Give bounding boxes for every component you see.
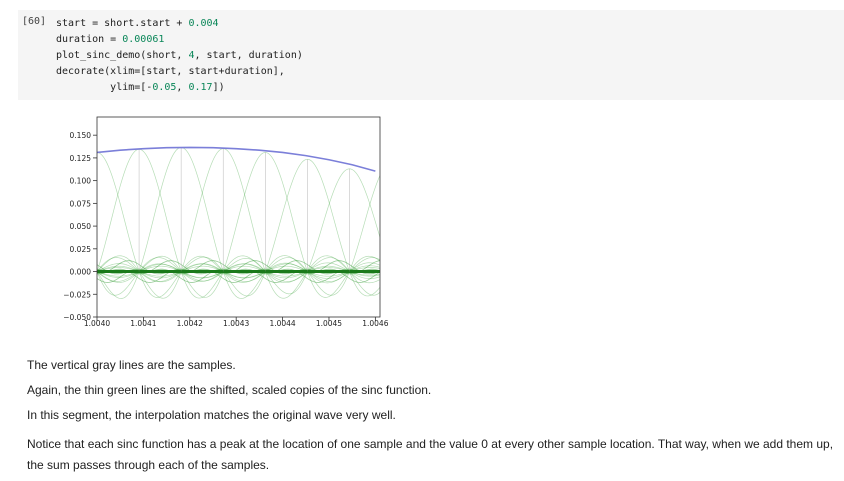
code-token: decorate(xlim=[start, start+duration], — [56, 66, 285, 77]
code-line: decorate(xlim=[start, start+duration], — [56, 64, 303, 80]
paragraph-sinc-copies: Again, the thin green lines are the shif… — [27, 383, 432, 397]
paragraph-samples: The vertical gray lines are the samples. — [27, 358, 236, 372]
y-tick-label: 0.100 — [70, 177, 92, 186]
sinc-copy-line — [97, 148, 380, 299]
x-tick-label: 1.0042 — [177, 319, 203, 328]
code-line: start = short.start + 0.004 — [56, 16, 303, 32]
paragraph-interpolation: In this segment, the interpolation match… — [27, 408, 396, 422]
plot-frame — [96, 116, 381, 318]
code-token: ]) — [212, 82, 225, 93]
x-tick-label: 1.0044 — [269, 319, 295, 328]
sinc-copy-line — [97, 257, 380, 296]
code-token: start = short.start + — [56, 18, 189, 29]
code-token: plot_sinc_demo(short, — [56, 50, 189, 61]
y-tick-label: 0.050 — [70, 222, 92, 231]
code-line: plot_sinc_demo(short, 4, start, duration… — [56, 48, 303, 64]
code-token: , — [176, 82, 189, 93]
sinc-copy-line — [97, 257, 380, 282]
code-text[interactable]: start = short.start + 0.004 duration = 0.… — [56, 16, 303, 96]
sinc-copy-line — [97, 152, 380, 298]
code-token: ylim=[- — [56, 82, 153, 93]
y-tick-label: 0.025 — [70, 245, 92, 254]
code-number-literal: 0.00061 — [122, 34, 165, 45]
interpolated-curve — [97, 146, 376, 172]
y-tick-label: 0.125 — [70, 154, 92, 163]
code-cell[interactable]: [60] start = short.start + 0.004 duration… — [0, 0, 844, 100]
sinc-copy-line — [97, 168, 380, 295]
x-tick-label: 1.0043 — [223, 319, 249, 328]
code-token: duration = — [56, 34, 123, 45]
x-tick-label: 1.0046 — [362, 319, 388, 328]
chart-output: −0.050 −0.025 0.000 0.025 0.050 0.075 0.100 0.1… — [0, 100, 844, 340]
code-line: duration = 0.00061 — [56, 32, 303, 48]
y-tick-label: −0.050 — [63, 313, 91, 322]
sinc-interpolation-chart: −0.050 −0.025 0.000 0.025 0.050 0.075 0.100 0.1… — [63, 116, 389, 328]
execution-count: [60] — [22, 16, 47, 27]
paragraph-peaks: Notice that each sinc function has a pea… — [27, 437, 834, 472]
sinc-copy-line — [97, 148, 380, 299]
x-tick-label: 1.0040 — [84, 319, 110, 328]
code-number-literal: 0.05 — [152, 82, 177, 93]
y-tick-label: −0.025 — [63, 290, 91, 299]
sinc-copy-line — [97, 175, 380, 296]
y-tick-label: 0.000 — [70, 268, 92, 277]
code-token: , start, duration) — [194, 50, 303, 61]
y-tick-label: 0.150 — [70, 131, 92, 140]
sinc-copy-line — [97, 158, 380, 297]
code-number-literal: 0.004 — [188, 18, 219, 29]
code-line: ylim=[-0.05, 0.17]) — [56, 80, 303, 96]
sinc-copy-line — [97, 257, 380, 296]
code-editor[interactable] — [18, 10, 844, 100]
code-number-literal: 4 — [188, 50, 195, 61]
sinc-copy-line — [97, 257, 380, 282]
x-tick-label: 1.0041 — [130, 319, 156, 328]
code-number-literal: 0.17 — [188, 82, 213, 93]
sinc-copy-line — [97, 147, 380, 299]
y-tick-label: 0.075 — [70, 199, 92, 208]
sinc-copy-line — [97, 152, 380, 298]
plot-area — [97, 146, 380, 299]
sinc-copy-line — [97, 263, 380, 282]
x-tick-label: 1.0045 — [316, 319, 342, 328]
